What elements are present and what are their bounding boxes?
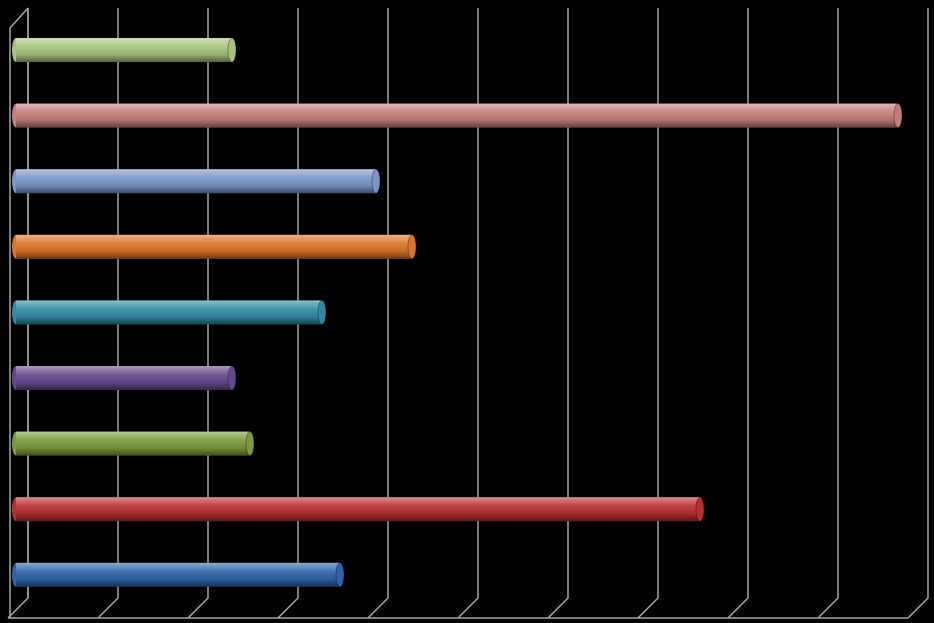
- bar-shade: [16, 38, 232, 62]
- grid-line: [367, 8, 389, 619]
- bar-shade: [16, 562, 340, 587]
- left-top-edge: [9, 7, 29, 29]
- grid-line: [547, 8, 569, 619]
- bar-shade: [16, 169, 376, 194]
- bar-shade: [16, 103, 898, 128]
- grid-line: [817, 8, 839, 619]
- grid-line: [637, 8, 659, 619]
- grid-line: [277, 8, 299, 619]
- bar-cap: [227, 37, 237, 63]
- bar-cap: [317, 299, 327, 325]
- bar-cap: [371, 168, 381, 194]
- bar-cap: [335, 562, 345, 588]
- bar-cap: [893, 103, 903, 129]
- bar-shade: [16, 431, 250, 456]
- bar-shade: [16, 234, 412, 259]
- bar-shade: [16, 300, 322, 325]
- bar-cap: [695, 496, 705, 522]
- bar-cap: [227, 365, 237, 391]
- bar-shade: [16, 366, 232, 390]
- bar-shade: [16, 497, 700, 522]
- grid-line: [727, 8, 749, 619]
- grid-line: [97, 8, 119, 619]
- grid-line: [187, 8, 209, 619]
- grid-line: [907, 8, 929, 619]
- grid-line: [457, 8, 479, 619]
- bar-cap: [407, 234, 417, 260]
- bar-cap: [245, 431, 255, 457]
- grid-line: [7, 8, 29, 619]
